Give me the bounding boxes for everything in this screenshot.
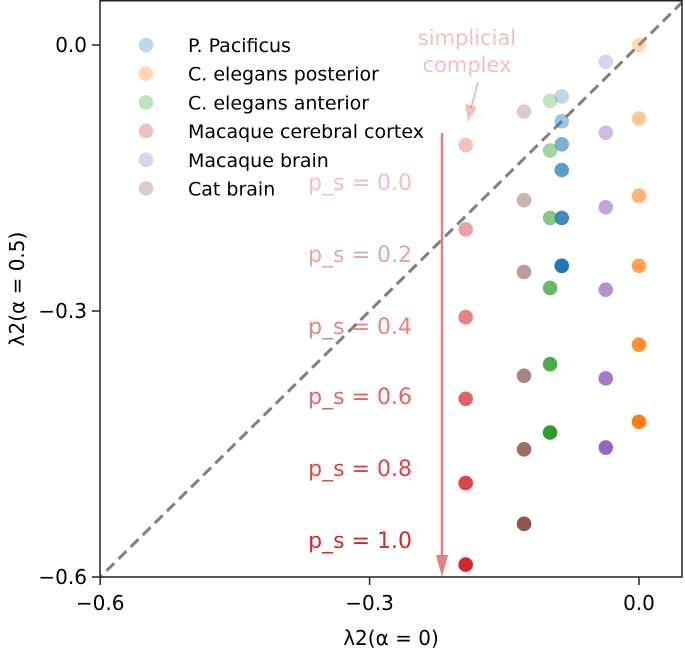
legend-label: C. elegans posterior (188, 64, 379, 86)
y-tick-label: −0.3 (38, 299, 87, 323)
legend-label: C. elegans anterior (188, 92, 369, 114)
legend-label: Macaque brain (188, 150, 329, 172)
data-point (458, 222, 473, 237)
data-point (516, 368, 532, 384)
data-point (554, 137, 570, 152)
y-tick-label: 0.0 (55, 33, 87, 57)
data-point (458, 309, 473, 325)
x-tick-label: −0.3 (345, 591, 394, 615)
data-point (554, 210, 570, 226)
data-point (631, 337, 647, 353)
x-tick-label: −0.6 (76, 591, 125, 615)
y-tick-label: −0.6 (38, 565, 87, 589)
ps-label: p_s = 0.2 (308, 243, 412, 268)
data-point (598, 54, 614, 70)
legend-marker (138, 95, 154, 110)
data-point (554, 113, 570, 129)
data-point (542, 356, 558, 372)
annotation-arrow (465, 81, 479, 122)
data-point (554, 258, 570, 274)
data-point (631, 188, 647, 204)
legend-label: P. Pacificus (188, 35, 291, 57)
data-point (598, 125, 614, 141)
data-point (598, 440, 614, 455)
data-point (516, 516, 532, 532)
data-point (458, 391, 473, 407)
data-point (631, 258, 647, 274)
annotation-line-2: complex (423, 53, 512, 77)
data-point (458, 137, 473, 153)
legend-marker (138, 37, 154, 53)
data-point (631, 414, 647, 430)
data-point (631, 111, 647, 126)
data-point (554, 162, 570, 178)
data-point (516, 264, 532, 280)
data-point (542, 425, 558, 440)
annotation-line-1: simplicial (418, 26, 516, 50)
plot-frame (99, 0, 683, 578)
legend-label: Macaque cerebral cortex (188, 121, 424, 143)
data-point (542, 143, 558, 158)
data-point (458, 557, 473, 572)
data-point (598, 199, 614, 215)
identity-line (100, 0, 682, 577)
ps-label: p_s = 0.8 (308, 457, 412, 482)
data-point (631, 37, 647, 53)
data-point (542, 280, 558, 296)
data-point (542, 210, 558, 226)
ps-label: p_s = 1.0 (308, 529, 412, 554)
data-point (554, 89, 570, 104)
legend: P. Pacificus C. elegans posterior C. elega… (138, 35, 424, 201)
data-point (458, 475, 473, 491)
legend-marker (138, 152, 154, 168)
legend-marker (138, 123, 154, 139)
legend-marker (138, 66, 154, 81)
data-point (598, 282, 614, 298)
y-axis-label: λ2(α = 0.5) (5, 232, 29, 347)
data-point (516, 192, 532, 208)
data-point (542, 93, 558, 109)
x-tick-label: 0.0 (623, 591, 655, 615)
ps-arrow (436, 133, 448, 577)
ps-label: p_s = 0.6 (308, 385, 412, 410)
x-axis-label: λ2(α = 0) (343, 626, 439, 650)
ps-label: p_s = 0.0 (308, 171, 412, 196)
ps-label: p_s = 0.4 (308, 315, 412, 340)
data-point (598, 371, 614, 386)
legend-marker (138, 181, 154, 196)
data-point (516, 104, 532, 119)
data-point (516, 442, 532, 457)
legend-label: Cat brain (188, 179, 275, 201)
